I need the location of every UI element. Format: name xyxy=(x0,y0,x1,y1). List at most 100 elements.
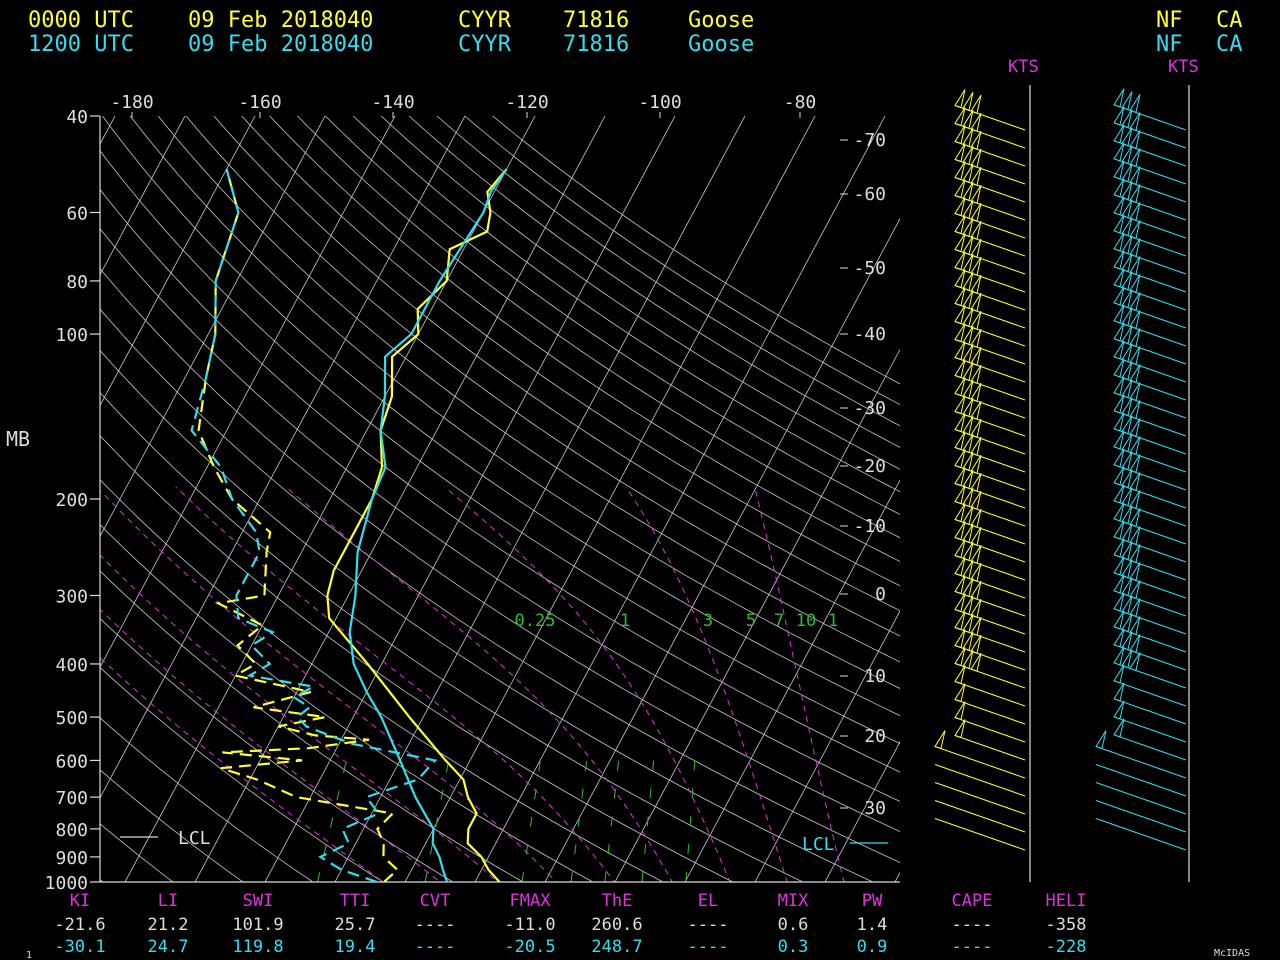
wind-barb-flag xyxy=(1113,196,1125,216)
index-header: TTI xyxy=(340,891,371,911)
wind-barb-flag xyxy=(1121,577,1133,597)
top-tick-label: -100 xyxy=(638,92,681,113)
pressure-tick-label: 500 xyxy=(55,708,88,729)
wind-barb-flag xyxy=(962,344,974,363)
wind-barb-1200 xyxy=(1113,538,1187,581)
wind-barb-shaft xyxy=(954,681,1026,707)
kts-left-label: KTS xyxy=(1008,57,1039,77)
wind-barb-shaft xyxy=(934,818,1026,851)
top-tick-label: -120 xyxy=(505,92,548,113)
wind-barb-flag xyxy=(1113,304,1125,324)
wind-barb-flag xyxy=(954,485,966,505)
index-value: 25.7 xyxy=(335,915,376,935)
wind-barb-1200 xyxy=(1113,664,1187,707)
wind-barb-flag xyxy=(954,647,966,667)
wind-barb-flag xyxy=(954,341,966,361)
mixing-ratio-line xyxy=(570,760,588,882)
mixing-ratio-line xyxy=(316,760,347,882)
wind-barb-flag xyxy=(954,251,966,271)
wind-barb-flag xyxy=(970,130,982,150)
index-value: -30.1 xyxy=(54,937,105,957)
dry-adiabat xyxy=(100,349,874,882)
wind-barb-flag xyxy=(1121,469,1133,489)
mixing-ratio-line xyxy=(521,760,541,882)
wind-barb-flag xyxy=(970,598,982,618)
index-value: 1.4 xyxy=(857,915,888,935)
wind-barb-flag xyxy=(1113,448,1125,468)
isotherm-line xyxy=(100,116,186,276)
wind-barb-flag xyxy=(970,256,982,276)
mixing-ratio-line xyxy=(604,760,620,882)
wind-barb-1200 xyxy=(1113,646,1187,689)
index-value: 24.7 xyxy=(148,937,189,957)
wind-barb-flag xyxy=(970,616,982,636)
wind-barb-0000 xyxy=(954,629,1026,671)
series-cyan-temperature xyxy=(348,168,508,882)
wind-barb-flag xyxy=(1121,91,1133,111)
pressure-tick-label: 200 xyxy=(55,490,88,511)
wind-barb-1200 xyxy=(1113,574,1187,617)
index-value: 0.9 xyxy=(857,937,888,957)
wind-barb-0000 xyxy=(954,161,1026,203)
header-date-1: 09 Feb 2018040 xyxy=(188,8,373,33)
isotherm-line xyxy=(100,116,326,538)
wind-barb-0000 xyxy=(954,377,1026,419)
wind-barb-1200 xyxy=(1113,304,1187,347)
wind-barb-flag xyxy=(970,184,982,204)
chart-series xyxy=(190,168,508,882)
wind-barb-flag xyxy=(954,557,966,577)
dry-adiabat xyxy=(352,116,900,493)
wind-barb-flag xyxy=(962,434,974,453)
header-time-2: 1200 UTC xyxy=(28,32,134,57)
wind-barb-flag xyxy=(1121,217,1133,237)
wind-barb-0000 xyxy=(934,764,1026,797)
header-id-2: 71816 xyxy=(563,32,629,57)
wind-barb-flag xyxy=(1121,235,1133,255)
dry-adiabat xyxy=(100,524,594,882)
wind-barb-flag xyxy=(1129,346,1141,366)
wind-barb-1200 xyxy=(1113,682,1187,725)
mixing-ratio-label: 10 xyxy=(796,611,816,631)
right-tick-label: 30 xyxy=(864,798,886,819)
wind-barb-flag xyxy=(970,346,982,366)
kts-right-label: KTS xyxy=(1168,57,1199,77)
wind-barb-flag xyxy=(962,182,974,201)
dry-adiabat xyxy=(100,570,524,882)
wind-barb-flag xyxy=(1113,610,1125,630)
wind-barb-flag xyxy=(1113,250,1125,270)
dry-adiabat xyxy=(269,116,900,562)
wind-barb-0000 xyxy=(954,341,1026,383)
wind-barb-flag xyxy=(1129,238,1141,258)
wind-barb-0000 xyxy=(954,521,1026,563)
wind-barb-flag xyxy=(1129,256,1141,276)
wind-barb-flag xyxy=(1113,394,1125,414)
wind-barb-shaft xyxy=(1095,782,1187,815)
wind-barb-flag xyxy=(962,542,974,561)
isotherm-line xyxy=(474,116,886,882)
index-header: MIX xyxy=(778,891,809,911)
mixing-ratio-line xyxy=(641,760,655,882)
pressure-tick-label: 60 xyxy=(66,203,88,224)
mixing-ratio-label: 3 xyxy=(703,611,713,631)
wind-barb-flag xyxy=(1129,508,1141,528)
lcl-right-label: LCL xyxy=(802,834,835,855)
wind-barb-flag xyxy=(1121,325,1133,345)
wind-barb-flag xyxy=(962,632,974,651)
wind-barb-flag xyxy=(1121,343,1133,363)
wind-barb-flag xyxy=(954,125,966,145)
dry-adiabat xyxy=(100,392,804,882)
wind-barb-flag xyxy=(954,521,966,541)
wind-barb-flag xyxy=(962,560,974,579)
wind-barb-flag xyxy=(970,652,982,672)
wind-barb-flag xyxy=(1121,145,1133,165)
chart-ticks: 4060801002003004005006007008009001000-18… xyxy=(45,92,886,894)
wind-barb-flag xyxy=(970,490,982,510)
wind-barb-flag xyxy=(970,508,982,528)
wind-barb-flag xyxy=(962,506,974,525)
wind-barb-shaft xyxy=(1095,818,1187,851)
dry-adiabat xyxy=(100,188,900,773)
wind-barb-0000 xyxy=(934,782,1026,815)
wind-barb-0000 xyxy=(954,323,1026,365)
wind-barb-flag xyxy=(970,202,982,222)
series-yellow-temperature xyxy=(326,168,508,882)
